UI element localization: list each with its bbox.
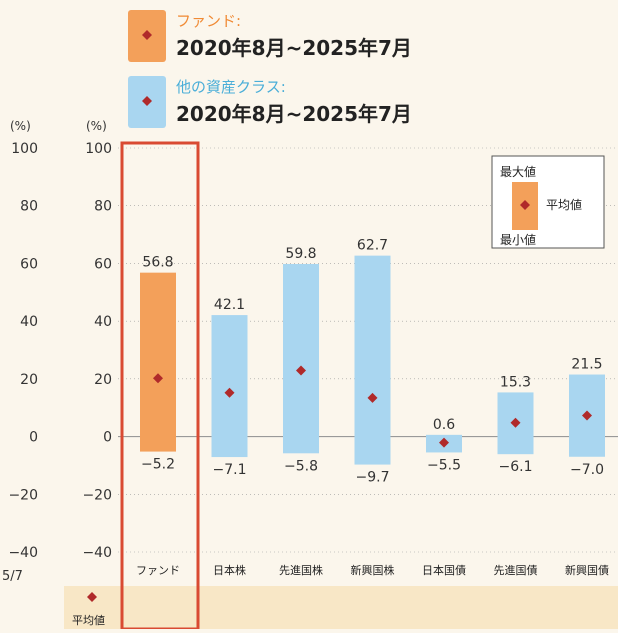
y-tick-label: 60 <box>94 256 112 272</box>
legend-period-other: 2020年8月~2025年7月 <box>176 102 412 126</box>
category-label: ファンド <box>136 564 180 577</box>
legend-period-fund: 2020年8月~2025年7月 <box>176 36 412 60</box>
legend-label-other: 他の資産クラス: <box>176 78 286 96</box>
max-label: 59.8 <box>285 246 316 262</box>
category-label: 新興国株 <box>351 563 395 577</box>
y-tick-label: 80 <box>94 199 112 215</box>
category-label: 先進国債 <box>494 563 538 577</box>
legend-marker-other <box>142 96 152 106</box>
category-label: 日本国債 <box>422 563 466 577</box>
bars <box>140 255 605 465</box>
inset-legend: 最大値 平均値 最小値 <box>491 155 605 249</box>
max-label: 56.8 <box>142 255 173 271</box>
legend-marker-fund <box>142 30 152 40</box>
max-label: 62.7 <box>357 238 388 254</box>
left-axis-tick-label: 60 <box>20 256 38 272</box>
y-tick-label: −40 <box>82 545 112 561</box>
y-tick-label: 40 <box>94 314 112 330</box>
min-label: −6.1 <box>499 459 533 475</box>
y-axis-unit: (%) <box>86 119 107 133</box>
average-marker <box>582 410 592 421</box>
left-axis-tick-label: 40 <box>20 314 38 330</box>
inset-legend-marker <box>520 200 530 210</box>
y-tick-label: 0 <box>103 430 112 446</box>
inset-legend-min: 最小値 <box>500 232 536 247</box>
min-label: −9.7 <box>356 470 390 486</box>
range-bar <box>140 272 176 452</box>
legend: ファンド: 2020年8月~2025年7月 他の資産クラス: 2020年8月~2… <box>128 10 412 128</box>
left-axis-tick-label: 100 <box>11 141 38 157</box>
left-axis-tick-label: 20 <box>20 372 38 388</box>
max-label: 15.3 <box>500 374 531 390</box>
y-tick-label: −20 <box>82 487 112 503</box>
average-marker <box>224 387 235 398</box>
average-marker <box>296 365 306 376</box>
min-label: −5.8 <box>284 458 318 474</box>
left-axis-tick-label: −20 <box>8 487 38 503</box>
range-bar <box>354 255 391 465</box>
category-label: 新興国債 <box>565 563 609 577</box>
range-bar <box>283 264 319 454</box>
category-label: 日本株 <box>213 563 246 577</box>
average-row-background <box>64 586 618 629</box>
min-label: −7.1 <box>213 462 247 478</box>
average-marker <box>510 417 521 428</box>
inset-legend-box <box>491 155 605 249</box>
average-row-label: 平均値 <box>72 614 105 627</box>
y-tick-labels: 100 80 60 40 20 0 −20 −40 <box>82 141 112 561</box>
y-tick-label: 20 <box>94 372 112 388</box>
max-label: 21.5 <box>571 357 602 373</box>
average-marker <box>153 373 163 384</box>
left-axis-tick-label: 0 <box>29 430 38 446</box>
inset-legend-avg: 平均値 <box>546 197 582 212</box>
left-axis-date-fragment: 5/7 <box>2 569 23 584</box>
min-label: −5.5 <box>427 457 461 473</box>
left-axis-unit: (%) <box>10 119 31 133</box>
average-marker <box>439 437 449 448</box>
left-axis-tick-label: 80 <box>20 199 38 215</box>
left-axis: (%) 5/7 100 80 60 40 20 0 −20 −40 <box>2 119 38 584</box>
max-label: 0.6 <box>433 417 455 433</box>
range-bar <box>211 315 248 458</box>
average-row: 平均値 <box>64 586 618 629</box>
inset-legend-max: 最大値 <box>500 164 536 179</box>
y-tick-label: 100 <box>85 141 112 157</box>
legend-label-fund: ファンド: <box>176 12 241 30</box>
min-label: −7.0 <box>570 462 604 478</box>
average-row-marker-icon <box>87 592 97 602</box>
max-label: 42.1 <box>214 297 245 313</box>
average-marker <box>367 392 378 403</box>
category-label: 先進国株 <box>279 563 323 577</box>
min-label: −5.2 <box>141 457 175 473</box>
left-axis-tick-label: −40 <box>8 545 38 561</box>
